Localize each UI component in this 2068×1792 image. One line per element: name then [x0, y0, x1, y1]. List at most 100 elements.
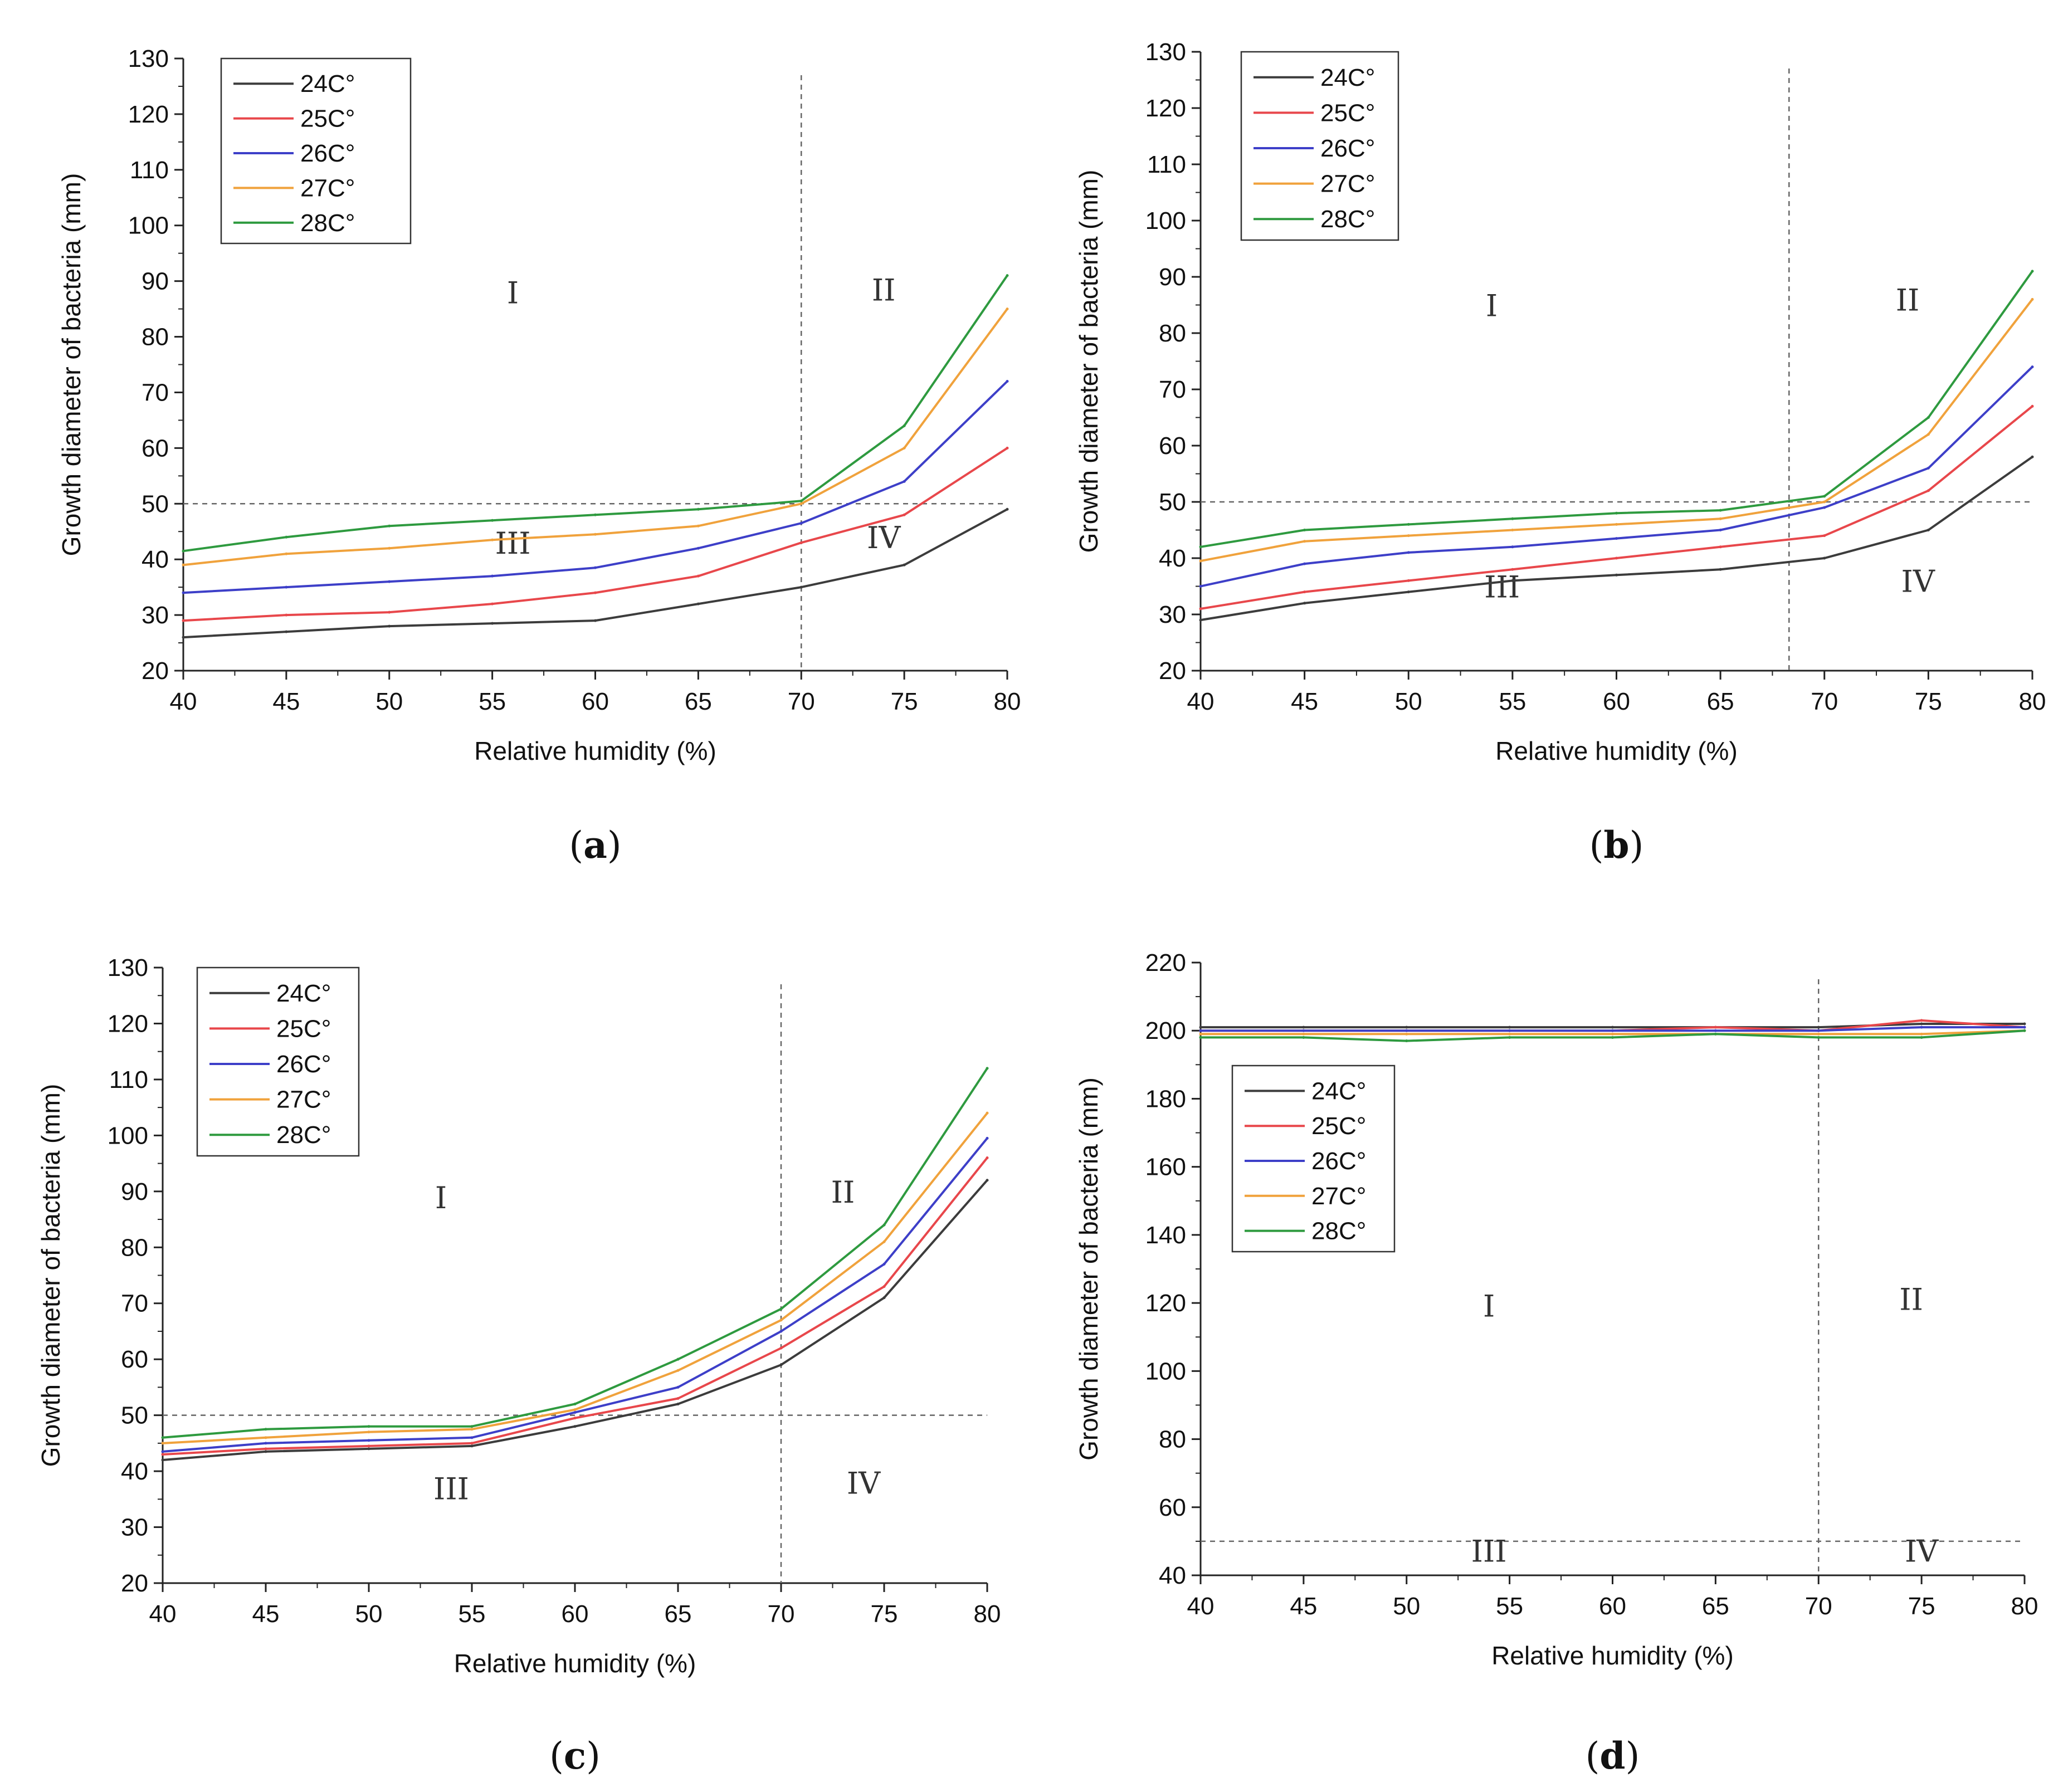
data-point	[367, 1425, 370, 1428]
legend: 24C° 25C° 26C° 27C° 28C°	[196, 966, 360, 1157]
data-point	[799, 585, 803, 589]
y-tick-label: 110	[130, 157, 169, 184]
data-point	[1303, 529, 1306, 531]
data-point	[1719, 568, 1722, 571]
data-point	[1615, 511, 1618, 515]
data-point	[1817, 1029, 1820, 1032]
y-tick-label: 110	[109, 1066, 148, 1093]
data-point	[1006, 446, 1009, 450]
data-point	[367, 1430, 370, 1434]
x-axis-title: Relative humidity (%)	[1495, 736, 1738, 765]
series-line-27c	[1200, 299, 2033, 562]
data-point	[1823, 495, 1826, 498]
data-point	[676, 1385, 680, 1389]
x-tick-label: 45	[252, 1600, 280, 1628]
data-point	[1302, 1036, 1305, 1039]
legend-label: 27C°	[1311, 1183, 1366, 1210]
legend: 24C° 25C° 26C° 27C° 28C°	[220, 57, 412, 245]
data-point	[1920, 1026, 1923, 1029]
chart-panel-d: 40 60 80 100 120 140 160 180 200 220 40 45 50 55 60 65 7…	[1074, 949, 2038, 1778]
data-point	[696, 546, 700, 550]
data-point	[573, 1417, 577, 1420]
data-point	[1407, 523, 1410, 526]
legend-label: 25C°	[1311, 1112, 1366, 1140]
data-point	[903, 424, 906, 427]
data-point	[388, 611, 391, 614]
panel-caption: (d)	[1586, 1734, 1640, 1778]
data-point	[285, 585, 288, 589]
data-point	[285, 552, 288, 555]
y-tick-label: 20	[142, 657, 169, 685]
x-tick-label: 60	[562, 1600, 589, 1628]
x-tick-label: 50	[1393, 1593, 1420, 1620]
data-point	[1303, 602, 1306, 605]
legend-label: 24C°	[1320, 64, 1375, 91]
data-point	[1611, 1029, 1614, 1032]
data-point	[1199, 607, 1202, 611]
x-tick-label: 70	[788, 688, 815, 715]
data-point	[779, 1307, 783, 1311]
legend-label: 28C°	[300, 209, 355, 237]
data-point	[1611, 1036, 1614, 1039]
data-point	[696, 507, 700, 511]
y-axis-title: Growth diameter of bacteria (mm)	[57, 173, 86, 556]
y-tick-label: 20	[1159, 657, 1186, 685]
data-point	[388, 546, 391, 550]
chart-panel-b: 20 30 40 50 60 70 80 90 100 110 120 130 40 45 50 55 60 65…	[1074, 38, 2046, 867]
chart-panel-a: 20 30 40 50 60 70 80 90 100 110 120 130 40 45 50 55 60 65…	[57, 45, 1021, 867]
region-label: II	[1896, 283, 1920, 318]
y-tick-label: 130	[108, 954, 148, 982]
x-tick-label: 70	[1805, 1593, 1832, 1620]
data-point	[1199, 559, 1202, 563]
data-point	[1199, 1036, 1202, 1039]
data-point	[1920, 1019, 1923, 1022]
x-tick-label: 60	[1603, 688, 1630, 715]
y-tick-label: 80	[1159, 1426, 1186, 1453]
data-point	[1006, 507, 1009, 511]
x-tick-label: 55	[479, 688, 506, 715]
y-tick-label: 200	[1145, 1017, 1186, 1044]
data-point	[1926, 489, 1930, 492]
region-label: I	[435, 1180, 447, 1215]
x-axis-title: Relative humidity (%)	[1491, 1641, 1734, 1670]
data-point	[1405, 1032, 1408, 1036]
series-line-28c	[183, 275, 1008, 553]
y-tick-label: 120	[1145, 1290, 1186, 1317]
data-point	[903, 563, 906, 567]
data-point	[1817, 1036, 1820, 1039]
data-point	[594, 513, 597, 516]
data-point	[882, 1240, 886, 1243]
y-tick-label: 30	[1159, 601, 1186, 628]
data-point	[696, 524, 700, 528]
x-tick-label: 40	[1187, 1593, 1215, 1620]
x-tick-label: 70	[768, 1600, 795, 1628]
data-point	[799, 499, 803, 502]
y-tick-label: 120	[128, 101, 169, 128]
data-point	[1199, 585, 1202, 588]
legend-label: 26C°	[276, 1051, 331, 1078]
data-point	[470, 1436, 474, 1439]
y-axis-title: Growth diameter of bacteria (mm)	[1074, 170, 1103, 553]
data-point	[573, 1403, 577, 1406]
data-point	[676, 1403, 680, 1406]
data-point	[1511, 568, 1514, 571]
data-point	[2023, 1026, 2026, 1029]
data-point	[986, 1067, 989, 1070]
data-point	[1407, 590, 1410, 594]
y-tick-label: 100	[108, 1122, 148, 1149]
region-label: I	[1486, 289, 1498, 324]
y-tick-label: 60	[1159, 1494, 1186, 1521]
legend-label: 24C°	[276, 980, 331, 1007]
data-point	[1920, 1032, 1923, 1036]
x-tick-label: 40	[149, 1600, 177, 1628]
y-axis-title: Growth diameter of bacteria (mm)	[36, 1084, 65, 1467]
data-point	[1817, 1032, 1820, 1036]
legend-box	[196, 966, 360, 1157]
y-tick-label: 90	[142, 268, 169, 295]
data-point	[2031, 297, 2034, 301]
y-tick-label: 40	[121, 1458, 148, 1485]
data-point	[986, 1136, 989, 1140]
x-tick-label: 45	[1290, 1593, 1317, 1620]
data-point	[182, 591, 185, 594]
data-point	[676, 1369, 680, 1372]
